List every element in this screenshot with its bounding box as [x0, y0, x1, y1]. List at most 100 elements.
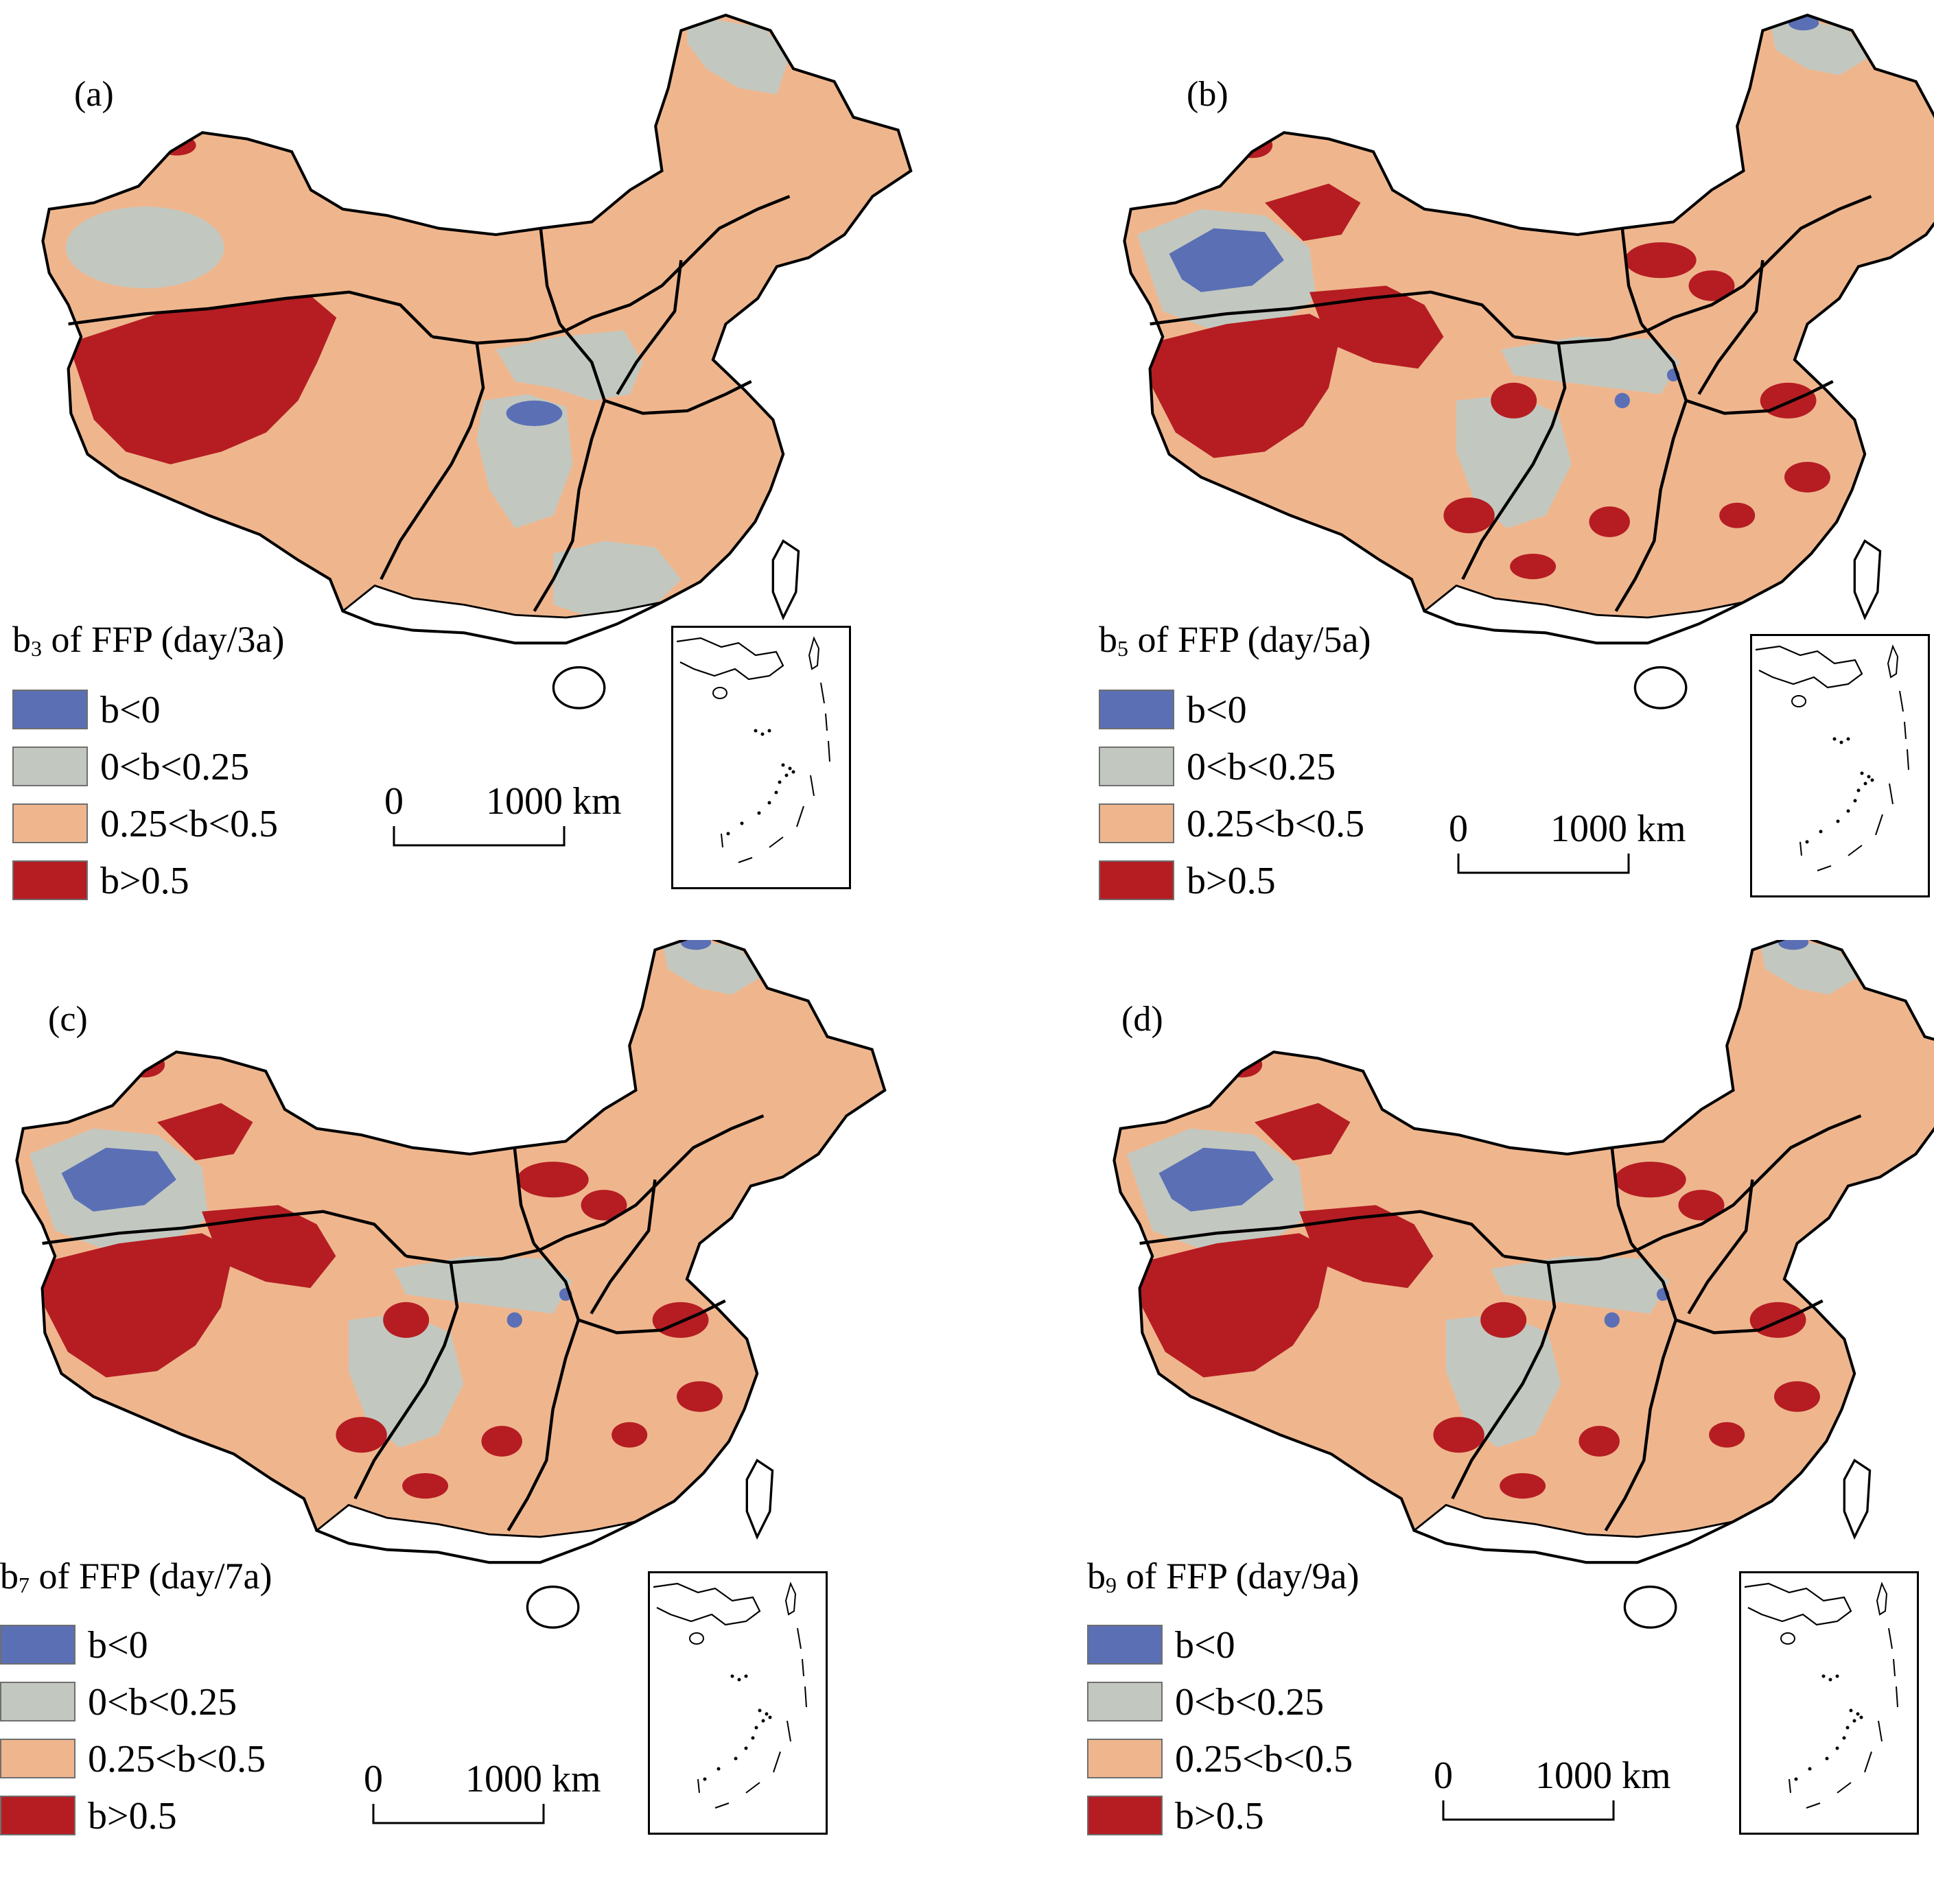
inset-island-dot	[1867, 775, 1871, 779]
taiwan-island	[745, 1458, 774, 1540]
loess-low-zone	[1491, 1256, 1670, 1314]
inset-body	[653, 1582, 807, 1809]
hainan-island	[526, 1585, 580, 1629]
north-high-spot	[1614, 1162, 1686, 1198]
scale-line	[372, 1804, 545, 1824]
china-mainland-fill	[16, 940, 885, 1563]
region-boundary	[616, 259, 683, 395]
inset-coast	[676, 637, 784, 681]
northwest-high-spot	[157, 134, 196, 156]
legend-label: 0<b<0.25	[1187, 746, 1336, 788]
map-panel-a: (a) b3 of FFP (day/3a) b<0 0<b<0.25 0.25…	[0, 0, 967, 952]
inset-island-dot	[744, 1746, 748, 1750]
legend-swatch	[1099, 803, 1174, 843]
huabei-high-spot	[581, 1190, 627, 1221]
guangxi-high-spot	[402, 1473, 449, 1499]
tibet-high-zone	[1139, 1233, 1331, 1378]
inset-island-dot	[757, 811, 761, 815]
legend-label: 0.25<b<0.5	[100, 803, 279, 845]
inset-nine-dash-line	[721, 682, 830, 863]
legend-title-text: of FFP (day/3a)	[42, 619, 285, 660]
inset-island-dot	[703, 1777, 707, 1781]
south-china-sea-inset	[1750, 634, 1930, 897]
yunnan-high-spot	[336, 1417, 387, 1453]
hainan-island	[1623, 1585, 1677, 1629]
legend-title-subscript: 9	[1106, 1573, 1117, 1597]
inset-island-dot	[1849, 1708, 1853, 1713]
legend-title-text: of FFP (day/5a)	[1128, 619, 1371, 660]
inset-taiwan	[784, 1582, 797, 1616]
inset-island-dot	[765, 1712, 769, 1716]
legend-swatch	[1099, 690, 1174, 729]
sichuan-high-spot	[1480, 1302, 1527, 1338]
inset-map	[1744, 1582, 1898, 1809]
region-boundary	[513, 1147, 535, 1244]
zone-layer	[1127, 940, 1861, 1499]
tarim-neg-zone	[1158, 1147, 1274, 1212]
inset-island-dot	[781, 763, 785, 767]
region-boundary	[506, 1242, 581, 1531]
inset-island-dot	[767, 801, 771, 805]
legend-title-text: of FFP (day/9a)	[1117, 1555, 1360, 1597]
inset-island-dot	[767, 729, 771, 733]
inset-island-dot	[1870, 778, 1874, 782]
east-high-spot	[1749, 1302, 1806, 1338]
region-boundary	[1697, 259, 1764, 395]
region-boundary	[1675, 1299, 1824, 1335]
inset-island-dot	[778, 780, 782, 784]
region-boundary	[1620, 228, 1643, 325]
inset-island-dot	[774, 790, 778, 795]
legend-title: b3 of FFP (day/3a)	[12, 621, 284, 659]
northeast-low-zone	[661, 940, 764, 995]
region-boundary	[432, 259, 689, 345]
inset-island-dot	[754, 729, 758, 733]
map-body	[41, 13, 913, 709]
china-mainland-fill	[1114, 940, 1934, 1563]
guangxi-high-spot	[1510, 554, 1557, 580]
inset-island-dot	[1836, 819, 1840, 823]
inset-nine-dash-line	[1789, 1627, 1898, 1809]
china-mainland-fill	[1124, 15, 1934, 644]
southeast-high-spot	[1774, 1381, 1820, 1412]
inset-island-dot	[740, 821, 744, 825]
region-boundary	[1758, 1114, 1862, 1181]
inset-island-dot	[1839, 740, 1843, 744]
region-boundary	[380, 342, 485, 580]
legend-label: b>0.5	[88, 1795, 177, 1837]
inset-island-dot	[737, 1678, 741, 1682]
legend-title-symbol: b	[12, 619, 31, 660]
inset-island-dot	[754, 1726, 758, 1730]
inset-map	[676, 636, 830, 863]
region-boundary	[1768, 195, 1872, 261]
inset-island-dot	[716, 1767, 721, 1771]
inset-island-dot	[730, 1674, 734, 1678]
china-map-b	[1123, 13, 1934, 709]
sichuan-high-spot	[1491, 382, 1537, 419]
loess-low-zone	[393, 1256, 572, 1314]
fujian-high-spot	[611, 1422, 648, 1448]
legend-label: 0.25<b<0.5	[1175, 1738, 1353, 1780]
inset-island-dot	[1794, 1777, 1798, 1781]
inset-island-dot	[1860, 771, 1864, 775]
region-boundary	[1604, 1242, 1678, 1531]
region-boundary	[533, 322, 607, 612]
inset-body	[1755, 644, 1909, 871]
zone-layer	[1137, 15, 1872, 580]
panel-label: (b)	[1187, 75, 1228, 114]
legend-swatch	[0, 1739, 75, 1778]
map-body	[15, 940, 887, 1629]
scale-line	[1442, 1800, 1615, 1821]
map-body	[1112, 940, 1934, 1629]
legend-swatch	[12, 690, 88, 729]
legend-label: b<0	[88, 1624, 148, 1667]
china-border	[41, 13, 913, 645]
region-boundary	[68, 290, 434, 338]
china-map-c	[15, 940, 887, 1629]
scale-end: 1000 km	[486, 780, 622, 823]
inset-island-dot	[1821, 1674, 1826, 1678]
inset-map	[1755, 644, 1909, 871]
region-boundary	[539, 228, 561, 325]
taiwan-island	[771, 539, 800, 621]
legend-title-text: of FFP (day/7a)	[30, 1555, 272, 1597]
inset-island-dot	[768, 1715, 772, 1719]
